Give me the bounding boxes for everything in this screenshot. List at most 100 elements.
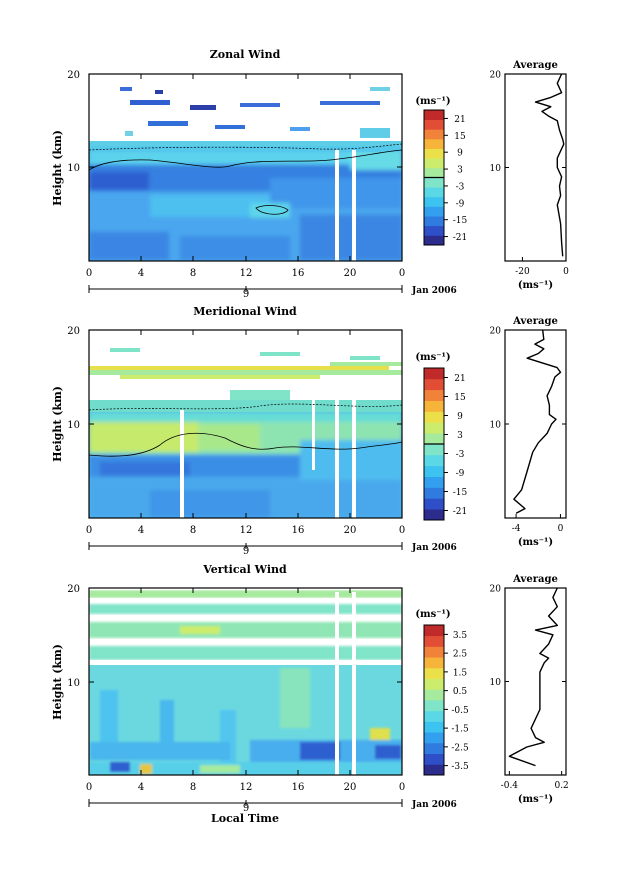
colorbar-frame — [423, 624, 445, 776]
colorbar-tick-label: -9 — [456, 469, 465, 479]
colorbar-swatch — [424, 700, 444, 712]
panel-1-date-tick: 9 — [243, 289, 249, 300]
panel-3-xtick: 20 — [344, 782, 357, 793]
panel-2-ylabel: Height (km) — [51, 386, 64, 462]
colorbar-tick-label: -3 — [456, 182, 465, 192]
colorbar-swatch — [424, 635, 444, 647]
profile-xtick-label: 0 — [558, 524, 564, 534]
panel-2-xtick: 16 — [292, 525, 305, 536]
panel-1-date-axis — [88, 285, 403, 293]
panel-2-date-label: Jan 2006 — [411, 543, 457, 553]
colorbar-swatch — [424, 422, 444, 434]
colorbar-tick-label: 21 — [454, 374, 465, 384]
panel-3-ytick-10: 10 — [67, 678, 80, 689]
panel-3-date-tick: 9 — [243, 803, 249, 814]
profile-xtick-label: -0.4 — [501, 781, 519, 791]
panel-2-ticks — [88, 329, 403, 518]
profile-xtick-label: -4 — [512, 524, 521, 534]
profile-ytick-label: 10 — [490, 678, 502, 688]
panel-2-data-gap-4 — [352, 400, 356, 518]
colorbar-swatch — [424, 498, 444, 510]
profile-xtick-label: 0.2 — [554, 781, 568, 791]
panel-2-xtick: 0 — [86, 525, 92, 536]
panel-2-upper-patches — [89, 348, 402, 412]
panel-3-field-structure — [89, 590, 402, 775]
panel-1-xtick: 16 — [292, 268, 305, 279]
colorbar-tick-label: 15 — [454, 132, 466, 142]
panel-1-ticks — [88, 73, 403, 261]
panel-3-ylabel: Height (km) — [51, 644, 64, 720]
colorbar-swatch — [424, 206, 444, 217]
panel-1-xtick: 8 — [190, 268, 196, 279]
panel-2-contour — [88, 432, 403, 457]
panel-3-xtick: 0 — [86, 782, 92, 793]
panel-1-xticks: 0 4 8 12 16 20 0 — [86, 268, 405, 279]
profile-xlabel: (ms⁻¹) — [518, 280, 553, 291]
panel-3-xticks: 0 4 8 12 16 20 0 — [86, 782, 405, 793]
colorbar-tick-label: 21 — [454, 115, 465, 125]
colorbar-tick-label: 3.5 — [453, 631, 468, 641]
panel-1-upper-patches — [89, 87, 402, 152]
colorbar-tick-label: 3 — [457, 431, 463, 441]
colorbar-swatch — [424, 732, 444, 744]
colorbar-swatch — [424, 138, 444, 149]
colorbar-tick-label: -0.5 — [451, 706, 469, 716]
colorbar-swatch — [424, 216, 444, 227]
colorbar-swatch — [424, 148, 444, 159]
profile-ytick-label: 10 — [490, 421, 502, 431]
profile-ytick-label: 20 — [490, 71, 502, 81]
panel-2-xtick: 20 — [344, 525, 357, 536]
colorbar-tick-label: -3.5 — [451, 762, 469, 772]
panel-1-xtick: 20 — [344, 268, 357, 279]
panel-3-date-axis — [88, 799, 403, 807]
panel-1-contour — [88, 149, 403, 171]
panel-3-colorbar: 3.5 2.5 1.5 0.5 -0.5 -1.5 -2.5 -3.5 — [423, 624, 469, 776]
colorbar-swatch — [424, 433, 444, 445]
panel-3-xtick: 16 — [292, 782, 305, 793]
colorbar-swatch — [424, 110, 444, 121]
panel-1-xtick: 4 — [138, 268, 144, 279]
colorbar-swatch — [424, 753, 444, 765]
panel-1-contour-3 — [88, 143, 403, 151]
panel-2-ytick-10: 10 — [67, 420, 80, 431]
panel-2-xtick: 12 — [240, 525, 253, 536]
colorbar-swatch — [424, 646, 444, 658]
colorbar-tick-label: -15 — [453, 216, 468, 226]
profile-title: Average — [512, 316, 558, 327]
profile-line — [534, 73, 565, 257]
panel-vertical-wind: Vertical Wind — [51, 563, 569, 825]
panel-1-data-gap-1 — [335, 150, 339, 261]
panel-meridional-wind: Meridional Wind — [51, 305, 567, 557]
colorbar-swatch — [424, 187, 444, 198]
panel-1-data-gap-2 — [352, 150, 356, 261]
panel-1-date-label: Jan 2006 — [411, 286, 457, 296]
colorbar-swatch — [424, 454, 444, 467]
colorbar-swatch — [424, 465, 444, 477]
panel-3-heatmap — [89, 590, 402, 775]
colorbar-tick-label: -21 — [453, 507, 468, 517]
colorbar-tick-label: -1.5 — [451, 725, 469, 735]
panel-3-xtick: 0 — [399, 782, 405, 793]
panel-3-title: Vertical Wind — [202, 563, 287, 576]
profile-line — [513, 329, 562, 514]
panel-2-xtick: 8 — [190, 525, 196, 536]
profile-title: Average — [512, 574, 558, 585]
profile-ytick-label: 10 — [490, 164, 502, 174]
colorbar-tick-label: 3 — [457, 166, 463, 176]
panel-3-profile: Average 20 10 -0.4 0.2(ms⁻¹) — [490, 574, 569, 805]
colorbar-swatch — [424, 411, 444, 423]
colorbar-tick-label: -2.5 — [451, 743, 469, 753]
colorbar-swatch — [424, 678, 444, 690]
panel-3-colorbar-unit: (ms⁻¹) — [415, 609, 450, 620]
colorbar-tick-label: 0.5 — [453, 687, 468, 697]
colorbar-swatch — [424, 444, 444, 456]
panel-3-xtick: 4 — [138, 782, 144, 793]
panel-3-date-label: Jan 2006 — [411, 800, 457, 810]
colorbar-swatch — [424, 389, 444, 401]
colorbar-tick-label: 9 — [457, 149, 463, 159]
panel-2-xtick: 4 — [138, 525, 144, 536]
panel-3-xlabel: Local Time — [211, 812, 279, 825]
panel-1-ylabel: Height (km) — [51, 130, 64, 206]
colorbar-swatch — [424, 721, 444, 733]
